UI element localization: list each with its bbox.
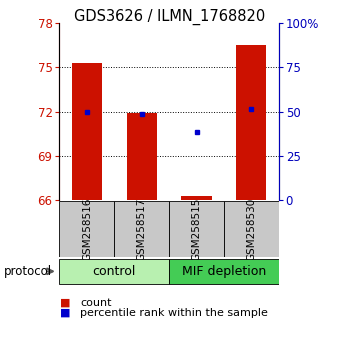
Bar: [127, 113, 157, 200]
Text: control: control: [92, 265, 136, 278]
Text: ■: ■: [59, 308, 70, 318]
Bar: [224, 201, 279, 257]
Text: GDS3626 / ILMN_1768820: GDS3626 / ILMN_1768820: [74, 9, 266, 25]
Text: percentile rank within the sample: percentile rank within the sample: [80, 308, 268, 318]
Text: GSM258515: GSM258515: [191, 197, 202, 261]
Bar: [169, 201, 224, 257]
Bar: [59, 201, 114, 257]
Bar: [59, 258, 169, 284]
Text: MIF depletion: MIF depletion: [182, 265, 266, 278]
Text: GSM258517: GSM258517: [137, 197, 147, 261]
Text: GSM258516: GSM258516: [82, 197, 92, 261]
Text: count: count: [80, 298, 112, 308]
Bar: [182, 196, 211, 200]
Bar: [169, 258, 279, 284]
Text: ■: ■: [59, 298, 70, 308]
Bar: [114, 201, 169, 257]
Text: protocol: protocol: [3, 265, 52, 278]
Bar: [72, 63, 102, 200]
Text: GSM258530: GSM258530: [246, 198, 256, 261]
Bar: [236, 45, 267, 200]
